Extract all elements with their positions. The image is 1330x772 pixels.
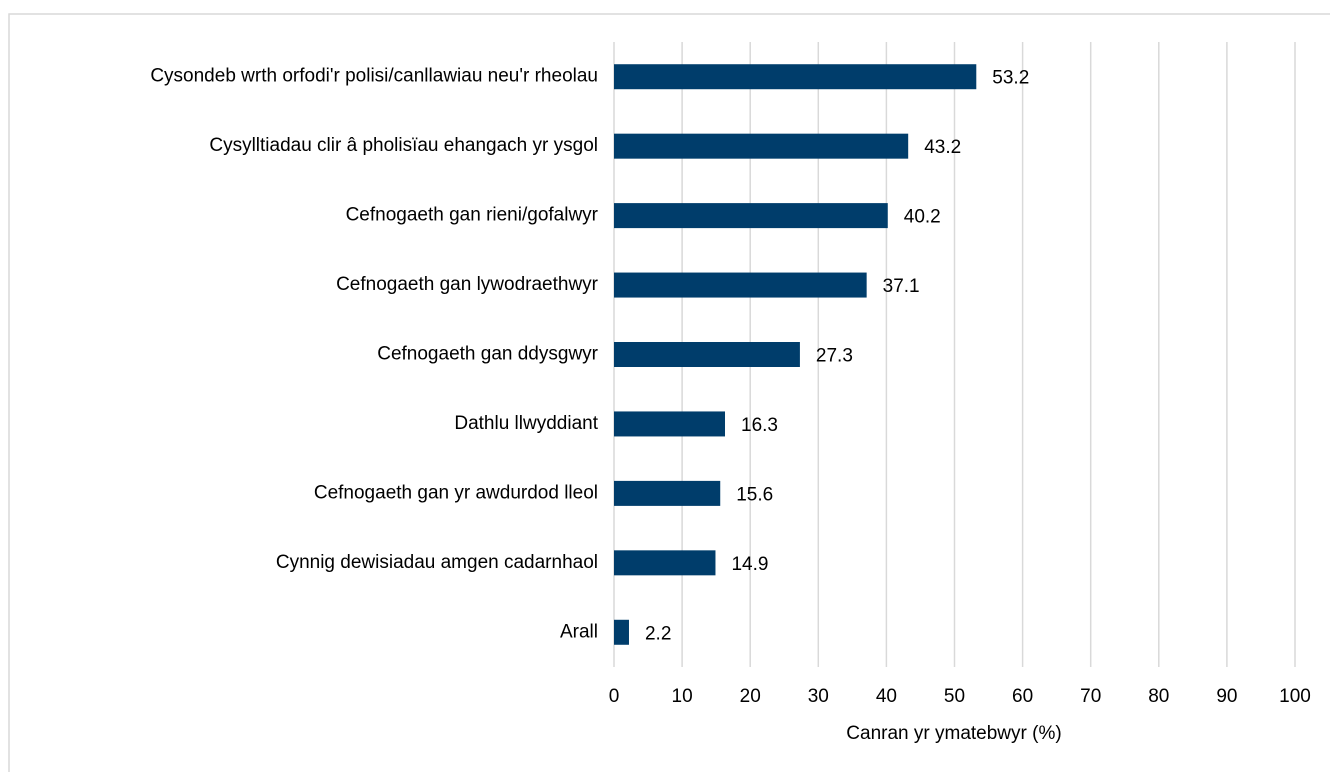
y-tick-label: Cysondeb wrth orfodi'r polisi/canllawiau…: [150, 66, 598, 87]
y-tick-label: Cefnogaeth gan rieni/gofalwyr: [346, 205, 599, 226]
bar: [614, 411, 726, 437]
bar: [614, 480, 721, 506]
bar: [614, 203, 888, 229]
data-label: 40.2: [904, 207, 941, 228]
bar: [614, 133, 909, 159]
data-label: 2.2: [645, 623, 671, 644]
y-tick-label: Arall: [560, 621, 598, 642]
x-axis-title: Canran yr ymatebwyr (%): [846, 723, 1061, 744]
y-tick-label: Cysylltiadau clir â pholisïau ehangach y…: [209, 135, 598, 156]
bar: [614, 272, 867, 298]
x-tick-label: 0: [609, 686, 620, 707]
x-tick-label: 30: [808, 686, 829, 707]
chart-frame: [8, 13, 1330, 772]
x-tick-label: 60: [1012, 686, 1033, 707]
y-tick-label: Dathlu llwyddiant: [454, 413, 598, 434]
y-tick-label: Cefnogaeth gan yr awdurdod lleol: [314, 482, 598, 503]
x-tick-label: 90: [1216, 686, 1237, 707]
x-tick-label: 70: [1080, 686, 1101, 707]
x-tick-label: 40: [876, 686, 897, 707]
data-label: 27.3: [816, 346, 853, 367]
y-tick-label: Cefnogaeth gan ddysgwyr: [377, 344, 598, 365]
bar: [614, 342, 800, 367]
x-tick-label: 10: [672, 686, 693, 707]
data-label: 14.9: [731, 554, 768, 575]
bar: [614, 550, 716, 576]
x-tick-label: 100: [1279, 686, 1311, 707]
data-label: 53.2: [992, 68, 1029, 89]
data-label: 15.6: [736, 484, 773, 505]
data-label: 37.1: [883, 276, 920, 297]
bar: [614, 619, 629, 645]
x-tick-label: 80: [1148, 686, 1169, 707]
x-tick-label: 50: [944, 686, 965, 707]
data-label: 43.2: [924, 137, 961, 158]
y-tick-label: Cynnig dewisiadau amgen cadarnhaol: [276, 552, 598, 573]
y-tick-label: Cefnogaeth gan lywodraethwyr: [336, 274, 599, 295]
x-tick-label: 20: [740, 686, 761, 707]
bar: [614, 64, 977, 90]
data-label: 16.3: [741, 415, 778, 436]
